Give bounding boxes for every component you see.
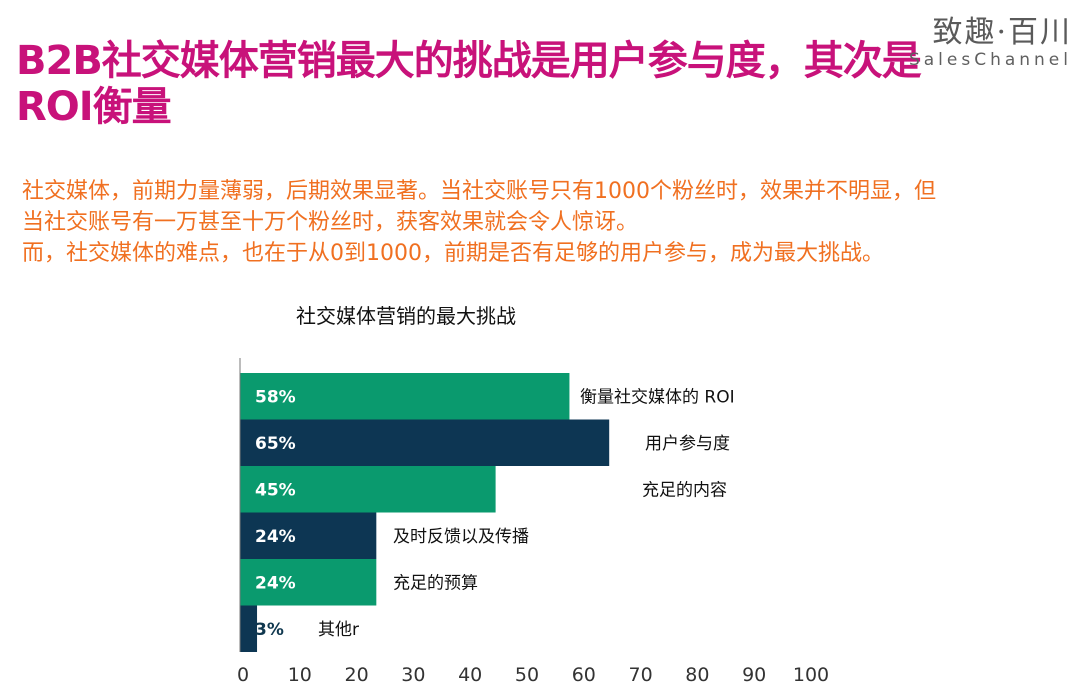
bar-value-label-2: 45%	[255, 480, 296, 500]
bar-value-label-4: 24%	[255, 573, 296, 593]
bar-category-label-0: 衡量社交媒体的 ROI	[580, 387, 735, 407]
bar-category-label-2: 充足的内容	[642, 480, 727, 500]
x-tick-label-6: 60	[572, 664, 596, 686]
bar-5	[240, 605, 258, 652]
page-title-text: B2B社交媒体营销最大的挑战是用户参与度，其次是ROI衡量	[16, 38, 922, 130]
chart-title: 社交媒体营销的最大挑战	[296, 304, 516, 328]
bar-value-label-3: 24%	[255, 527, 296, 547]
bar-value-label-0: 58%	[255, 387, 296, 407]
bar-0	[240, 373, 570, 420]
x-tick-label-3: 30	[401, 664, 425, 686]
intro-line-1: 社交媒体，前期力量薄弱，后期效果显著。当社交账号只有1000个粉丝时，效果并不明…	[22, 179, 936, 204]
brand-logo-en: SalesChannel	[908, 50, 1072, 70]
bar-2	[240, 466, 496, 513]
x-tick-label-8: 80	[685, 664, 709, 686]
x-tick-label-5: 50	[515, 664, 539, 686]
bar-value-label-1: 65%	[255, 434, 296, 454]
intro-line-3: 而，社交媒体的难点，也在于从0到1000，前期是否有足够的用户参与，成为最大挑战…	[22, 241, 884, 266]
bar-category-label-3: 及时反馈以及传播	[393, 527, 529, 547]
bar-value-label-5: 3%	[255, 620, 284, 640]
x-tick-label-4: 40	[458, 664, 482, 686]
intro-paragraph: 社交媒体，前期力量薄弱，后期效果显著。当社交账号只有1000个粉丝时，效果并不明…	[22, 176, 1062, 269]
x-tick-label-2: 20	[345, 664, 369, 686]
x-tick-label-9: 90	[742, 664, 766, 686]
intro-line-2: 当社交账号有一万甚至十万个粉丝时，获客效果就会令人惊讶。	[22, 210, 639, 235]
brand-logo-cn: 致趣·百川	[932, 15, 1072, 50]
x-tick-label-1: 10	[288, 664, 312, 686]
bar-category-label-5: 其他r	[318, 620, 359, 640]
x-tick-label-7: 70	[629, 664, 653, 686]
x-tick-label-10: 100	[793, 664, 829, 686]
bar-group: 58% 衡量社交媒体的 ROI 65% 用户参与度 45% 充足的内容 24% 及时反馈以及传…	[240, 373, 735, 652]
bar-1	[240, 419, 610, 466]
bar-category-label-4: 充足的预算	[393, 573, 478, 593]
brand-logo: 致趣·百川 SalesChannel	[908, 15, 1072, 71]
x-tick-label-0: 0	[237, 664, 249, 686]
x-axis-ticks: 0 10 20 30 40 50 60 70 80 90 100	[237, 664, 829, 686]
bar-4	[240, 559, 377, 606]
bar-category-label-1: 用户参与度	[645, 434, 730, 454]
page-title: B2B社交媒体营销最大的挑战是用户参与度，其次是ROI衡量	[16, 38, 976, 130]
bar-3	[240, 512, 377, 559]
